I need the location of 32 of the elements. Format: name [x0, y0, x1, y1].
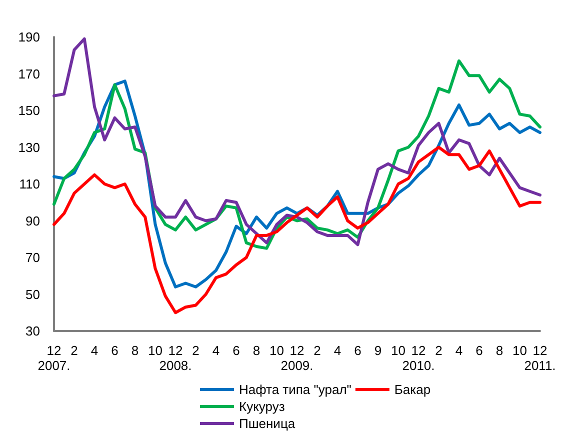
y-tick-label: 70	[26, 250, 40, 265]
x-tick-label: 6	[232, 343, 240, 358]
x-tick-label: 6	[476, 343, 483, 358]
line-series	[52, 146, 542, 314]
x-tick-label: 4	[455, 343, 463, 358]
y-tick-label: 130	[18, 140, 40, 155]
x-tick-label: 2	[192, 343, 200, 358]
x-tick-label: 2	[314, 343, 321, 358]
legend-label: Бакар	[394, 382, 431, 397]
x-tick-label: 4	[90, 343, 98, 358]
legend-label: Кукуруз	[239, 399, 285, 414]
legend-label: Пшеница	[239, 416, 296, 431]
x-tick-label: 6	[354, 343, 362, 358]
x-tick-label: 8	[131, 343, 139, 358]
y-tick-label: 50	[26, 286, 40, 302]
x-tick-label: 8	[496, 343, 504, 358]
x-tick-label: 10	[512, 343, 527, 358]
x-tick-label: 2	[70, 343, 78, 358]
x-tick-label: 9	[374, 343, 382, 358]
x-tick-label: 4	[212, 343, 220, 358]
x-tick-label: 8	[252, 343, 260, 358]
y-tick-label: 190	[18, 30, 40, 44]
y-tick-label: 150	[18, 103, 40, 118]
legend-label: Нафта типа "урал"	[239, 382, 352, 397]
x-tick-label: 12 2007.	[38, 343, 70, 373]
x-tick-label: 4	[334, 343, 342, 358]
y-tick-label: 170	[18, 66, 40, 82]
y-tick-label: 110	[19, 176, 40, 192]
x-tick-label: 6	[111, 343, 118, 358]
y-tick-label: 90	[26, 213, 40, 228]
x-tick-label: 2	[435, 343, 442, 358]
y-tick-label: 30	[26, 324, 40, 338]
